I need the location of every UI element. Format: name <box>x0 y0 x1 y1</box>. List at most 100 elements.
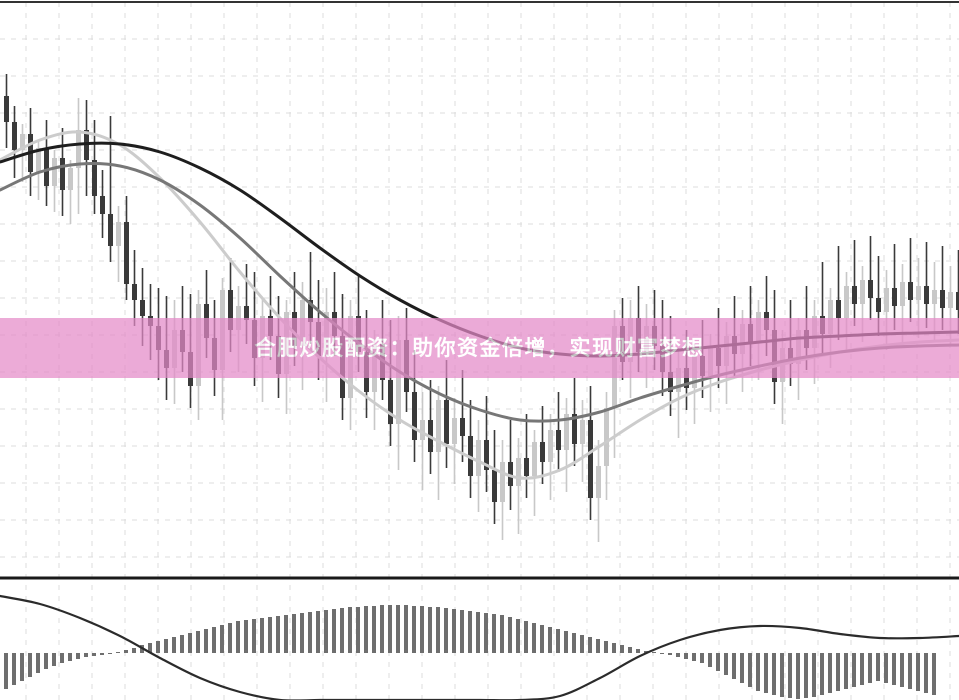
candle-body <box>564 414 569 450</box>
macd-histogram-bar <box>100 653 104 655</box>
macd-histogram-bar <box>668 653 672 655</box>
macd-histogram-bar <box>836 653 840 691</box>
panel-frame-layer <box>0 1 959 580</box>
candle-body <box>852 286 857 304</box>
candle-body <box>932 290 937 304</box>
macd-histogram-bar <box>324 610 328 653</box>
macd-histogram-bar <box>860 653 864 685</box>
macd-histogram-bar <box>148 643 152 653</box>
macd-histogram-bar <box>412 606 416 653</box>
macd-histogram-bar <box>852 653 856 687</box>
macd-histogram-bar <box>812 653 816 697</box>
candle-body <box>500 462 505 502</box>
candle-body <box>244 306 249 320</box>
macd-histogram-bar <box>364 606 368 653</box>
candle-body <box>884 288 889 312</box>
macd-histogram-bar <box>876 653 880 681</box>
candle-body <box>868 280 873 298</box>
candle-body <box>476 440 481 476</box>
macd-histogram-bar <box>380 605 384 653</box>
candle-body <box>676 368 681 392</box>
macd-histogram-bar <box>756 653 760 691</box>
candle-body <box>44 148 49 186</box>
candle-body <box>572 414 577 444</box>
candle-body <box>460 418 465 436</box>
candle-body <box>924 286 929 304</box>
macd-histogram-bar <box>484 613 488 653</box>
macd-histogram-bar <box>356 607 360 653</box>
macd-histogram-bar <box>156 641 160 653</box>
macd-histogram-bar <box>660 653 664 654</box>
macd-signal-line <box>0 594 959 700</box>
macd-histogram-bar <box>188 633 192 653</box>
candle-body <box>908 282 913 300</box>
candle-body <box>60 158 65 190</box>
macd-histogram-bar <box>516 619 520 653</box>
macd-histogram-bar <box>556 629 560 653</box>
macd-histogram-bar <box>404 605 408 653</box>
macd-histogram-bar <box>236 621 240 653</box>
candle-body <box>132 284 137 300</box>
macd-histogram-bar <box>308 612 312 653</box>
macd-histogram-bar <box>420 606 424 653</box>
macd-histogram-bar <box>428 607 432 653</box>
macd-histogram-bar <box>684 653 688 659</box>
candle-body <box>948 292 953 308</box>
macd-histogram-bar <box>164 639 168 653</box>
candle-body <box>580 420 585 444</box>
macd-histogram-bar <box>52 653 56 666</box>
macd-histogram-bar <box>916 653 920 691</box>
candle-body <box>836 300 841 318</box>
macd-histogram-bar <box>180 635 184 653</box>
macd-histogram-bar <box>924 653 928 693</box>
candle-body <box>828 300 833 334</box>
candle-body <box>20 134 25 150</box>
macd-histogram-bar <box>476 612 480 653</box>
macd-histogram-bar <box>508 617 512 653</box>
macd-histogram-bar <box>12 653 16 685</box>
macd-histogram-bar <box>620 645 624 653</box>
macd-histogram-bar <box>740 653 744 683</box>
candle-body <box>604 408 609 466</box>
macd-histogram-bar <box>276 616 280 653</box>
candle-body <box>76 130 81 168</box>
macd-histogram-bar <box>772 653 776 695</box>
macd-histogram-bar <box>900 653 904 687</box>
macd-histogram-bar <box>196 631 200 653</box>
macd-histogram-bar <box>300 613 304 653</box>
macd-histogram-bar <box>548 627 552 653</box>
candle-body <box>668 372 673 392</box>
candle-body <box>588 420 593 498</box>
candle-body <box>492 470 497 502</box>
macd-histogram-bar <box>540 625 544 653</box>
candle-body <box>508 462 513 486</box>
macd-histogram-bar <box>748 653 752 687</box>
candle-body <box>140 300 145 316</box>
candle-body <box>52 158 57 186</box>
candle-body <box>116 222 121 246</box>
candle-body <box>308 300 313 322</box>
macd-histogram-bar <box>132 648 136 653</box>
candle-body <box>12 122 17 150</box>
macd-histogram-bar <box>564 631 568 653</box>
macd-histogram-bar <box>596 639 600 653</box>
macd-histogram-bar <box>804 653 808 698</box>
candle-body <box>436 400 441 452</box>
candle-body <box>68 168 73 190</box>
candle-body <box>388 380 393 424</box>
macd-histogram-bar <box>500 615 504 653</box>
macd-histogram-bar <box>204 629 208 653</box>
macd-histogram-bar <box>612 643 616 653</box>
candle-body <box>4 96 9 122</box>
promo-banner[interactable]: 合肥炒股配资：助你资金倍增，实现财富梦想 <box>0 318 959 378</box>
candle-body <box>876 298 881 312</box>
candle-body <box>228 290 233 330</box>
macd-histogram-bar <box>692 653 696 661</box>
macd-histogram-bar <box>892 653 896 685</box>
macd-histogram-bar <box>84 653 88 657</box>
macd-histogram-bar <box>828 653 832 693</box>
macd-histogram-bar <box>60 653 64 663</box>
candle-body <box>956 292 959 310</box>
candle-body <box>396 340 401 424</box>
